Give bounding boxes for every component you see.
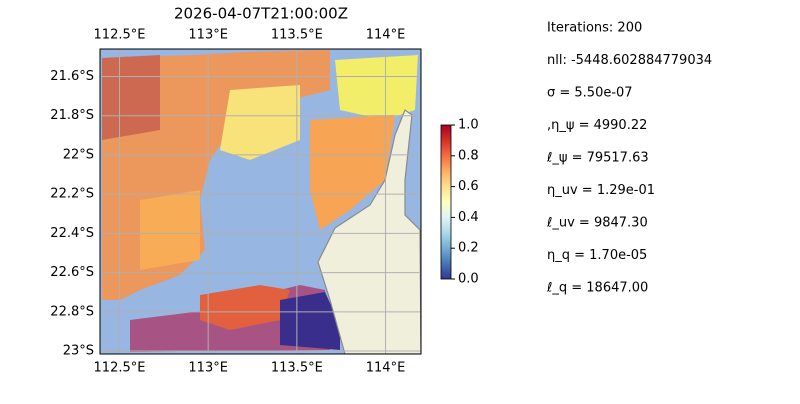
lat-label: 22.6°S bbox=[50, 265, 94, 280]
field-patch bbox=[140, 190, 200, 270]
param-text: ℓ_uv = 9847.30 bbox=[546, 216, 648, 231]
lon-label-top: 113°E bbox=[188, 28, 228, 43]
colorbar-tick-label: 0.4 bbox=[458, 210, 479, 225]
map-frame bbox=[99, 48, 422, 355]
lat-label: 21.6°S bbox=[50, 69, 94, 84]
param-text: σ = 5.50e-07 bbox=[547, 86, 633, 101]
lon-label-bottom: 113.5°E bbox=[271, 361, 323, 376]
lon-label-top: 114°E bbox=[366, 28, 406, 43]
land bbox=[317, 109, 421, 354]
field-patch bbox=[335, 55, 418, 120]
field-patch bbox=[102, 55, 160, 140]
lon-label-bottom: 114°E bbox=[366, 361, 406, 376]
lat-label: 22.8°S bbox=[50, 304, 94, 319]
colorbar-tick-label: 0.0 bbox=[458, 272, 479, 287]
colorbar-tick-label: 0.6 bbox=[458, 179, 479, 194]
field-patch bbox=[310, 115, 395, 230]
map-area bbox=[100, 49, 421, 354]
lon-label-bottom: 112.5°E bbox=[94, 361, 146, 376]
colorbar bbox=[440, 124, 452, 280]
field-patch bbox=[280, 292, 340, 350]
map-title: 2026-04-07T21:00:00Z bbox=[174, 5, 348, 23]
param-text: ℓ_ψ = 79517.63 bbox=[546, 151, 649, 166]
lat-label: 22.4°S bbox=[50, 226, 94, 241]
param-text: ℓ_q = 18647.00 bbox=[546, 281, 648, 296]
lon-label-top: 112.5°E bbox=[94, 28, 146, 43]
colorbar-tick-label: 0.2 bbox=[458, 241, 479, 256]
lat-label: 23°S bbox=[63, 344, 94, 359]
lat-label: 22°S bbox=[63, 147, 94, 162]
lat-label: 21.8°S bbox=[50, 108, 94, 123]
param-text: ,η_ψ = 4990.22 bbox=[547, 118, 647, 133]
field-patch bbox=[220, 85, 300, 160]
lon-label-top: 113.5°E bbox=[271, 28, 323, 43]
field-patch bbox=[200, 285, 290, 330]
param-text: η_uv = 1.29e-01 bbox=[547, 183, 655, 198]
colorbar-tick-label: 1.0 bbox=[458, 118, 479, 133]
param-text: Iterations: 200 bbox=[547, 21, 642, 36]
colorbar-tick-label: 0.8 bbox=[458, 148, 479, 163]
param-text: η_q = 1.70e-05 bbox=[547, 248, 647, 263]
lon-label-bottom: 113°E bbox=[188, 361, 228, 376]
lat-label: 22.2°S bbox=[50, 187, 94, 202]
param-text: nll: -5448.602884779034 bbox=[547, 53, 712, 68]
